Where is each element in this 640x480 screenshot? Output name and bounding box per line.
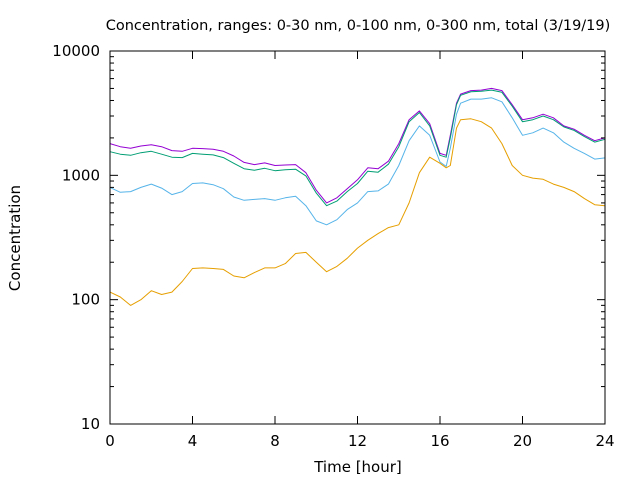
- x-tick-label: 4: [188, 432, 198, 450]
- axis-ticks: 0 4 8 12 16 20 24 10 100 1000 10000: [52, 42, 614, 450]
- x-tick-label: 16: [430, 432, 449, 450]
- series-line-1: [109, 87, 606, 204]
- chart-title: Concentration, ranges: 0-30 nm, 0-100 nm…: [106, 18, 611, 34]
- series-line-2: [109, 89, 606, 207]
- y-tick-label: 100: [71, 291, 100, 309]
- x-tick-label: 0: [105, 432, 115, 450]
- x-tick-label: 8: [270, 432, 280, 450]
- y-tick-label: 1000: [62, 166, 100, 184]
- plot-area: [109, 87, 606, 306]
- series-line-3: [109, 97, 606, 226]
- x-tick-label: 12: [348, 432, 367, 450]
- x-tick-label: 20: [513, 432, 532, 450]
- x-axis-label: Time [hour]: [313, 458, 402, 476]
- y-axis-label: Concentration: [6, 185, 24, 291]
- y-tick-label: 10000: [52, 42, 100, 60]
- plot-frame: [109, 50, 606, 425]
- series-line-4: [109, 118, 606, 306]
- x-tick-label: 24: [595, 432, 614, 450]
- y-tick-label: 10: [81, 415, 100, 433]
